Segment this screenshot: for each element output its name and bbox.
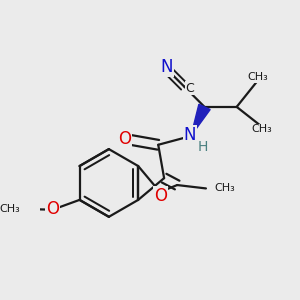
Text: CH₃: CH₃ (0, 204, 20, 214)
Polygon shape (191, 104, 210, 136)
Text: N: N (160, 58, 173, 76)
Text: N: N (184, 126, 196, 144)
Text: O: O (46, 200, 59, 218)
Text: H: H (197, 140, 208, 154)
Text: O: O (118, 130, 131, 148)
Text: O: O (154, 187, 167, 205)
Text: CH₃: CH₃ (214, 183, 235, 194)
Text: CH₃: CH₃ (251, 124, 272, 134)
Text: C: C (185, 82, 194, 95)
Text: CH₃: CH₃ (248, 72, 268, 82)
